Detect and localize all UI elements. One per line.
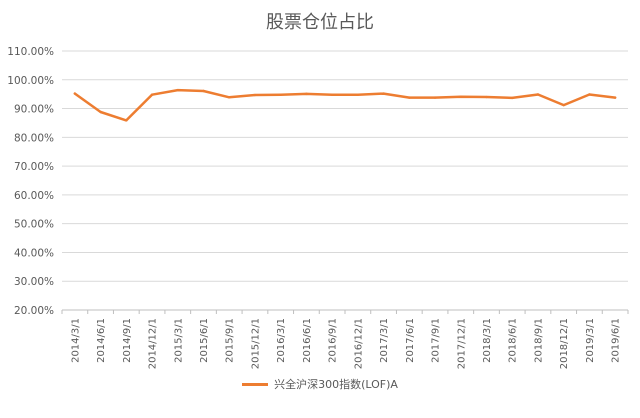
- legend-label: 兴全沪深300指数(LOF)A: [274, 378, 398, 391]
- data-point: [433, 96, 437, 99]
- data-point: [613, 96, 617, 99]
- data-point: [562, 103, 565, 107]
- data-point: [305, 92, 308, 96]
- x-tick-label: 2014/3/1: [70, 318, 81, 363]
- x-tick-label: 2018/6/1: [508, 318, 519, 363]
- y-tick-label: 90.00%: [14, 104, 54, 116]
- x-tick-label: 2016/9/1: [328, 318, 339, 363]
- y-tick-label: 70.00%: [14, 161, 54, 173]
- data-point: [228, 96, 231, 99]
- x-tick-label: 2015/6/1: [199, 318, 210, 363]
- data-point: [536, 93, 540, 96]
- legend-swatch: [242, 382, 269, 386]
- y-tick-label: 50.00%: [14, 219, 54, 231]
- chart-title: 股票仓位占比: [266, 12, 374, 33]
- data-point: [125, 119, 128, 122]
- x-tick-label: 2019/3/1: [585, 318, 596, 363]
- data-point: [356, 93, 360, 96]
- x-tick-label: 2014/6/1: [96, 318, 107, 363]
- x-tick-label: 2019/6/1: [611, 318, 622, 363]
- x-tick-label: 2016/3/1: [276, 318, 287, 363]
- x-tick-label: 2016/12/1: [353, 318, 364, 369]
- x-tick-label: 2017/12/1: [456, 318, 467, 369]
- data-point: [253, 93, 257, 97]
- data-point: [382, 92, 385, 95]
- x-tick-label: 2017/6/1: [405, 318, 416, 363]
- data-point: [150, 93, 154, 96]
- data-point: [279, 93, 282, 96]
- x-tick-label: 2018/9/1: [533, 318, 544, 363]
- data-point: [459, 95, 462, 98]
- y-tick-label: 40.00%: [14, 247, 54, 259]
- y-tick-label: 110.00%: [7, 46, 54, 58]
- data-point: [511, 96, 514, 100]
- x-tick-label: 2017/3/1: [379, 318, 390, 363]
- x-tick-label: 2015/12/1: [250, 318, 261, 369]
- data-point: [99, 110, 102, 114]
- data-point: [330, 93, 334, 96]
- x-tick-label: 2018/12/1: [559, 318, 570, 369]
- data-point: [485, 95, 488, 99]
- x-tick-label: 2014/9/1: [122, 318, 133, 363]
- data-point: [202, 89, 205, 93]
- x-tick-label: 2015/3/1: [173, 318, 184, 363]
- y-tick-label: 100.00%: [7, 75, 54, 87]
- legend: 兴全沪深300指数(LOF)A: [0, 376, 640, 392]
- series-line: [73, 88, 617, 122]
- y-tick-label: 60.00%: [14, 190, 54, 202]
- x-tick-label: 2015/9/1: [225, 318, 236, 363]
- data-point: [408, 96, 411, 99]
- x-tick-label: 2018/3/1: [482, 318, 493, 363]
- data-point: [176, 88, 179, 92]
- data-point: [73, 92, 77, 95]
- x-tick-label: 2017/9/1: [431, 318, 442, 363]
- data-point: [588, 93, 591, 96]
- y-tick-label: 80.00%: [14, 132, 54, 144]
- y-tick-label: 20.00%: [14, 305, 54, 317]
- y-tick-label: 30.00%: [14, 276, 54, 288]
- x-tick-label: 2016/6/1: [302, 318, 313, 363]
- x-tick-label: 2014/12/1: [148, 318, 159, 369]
